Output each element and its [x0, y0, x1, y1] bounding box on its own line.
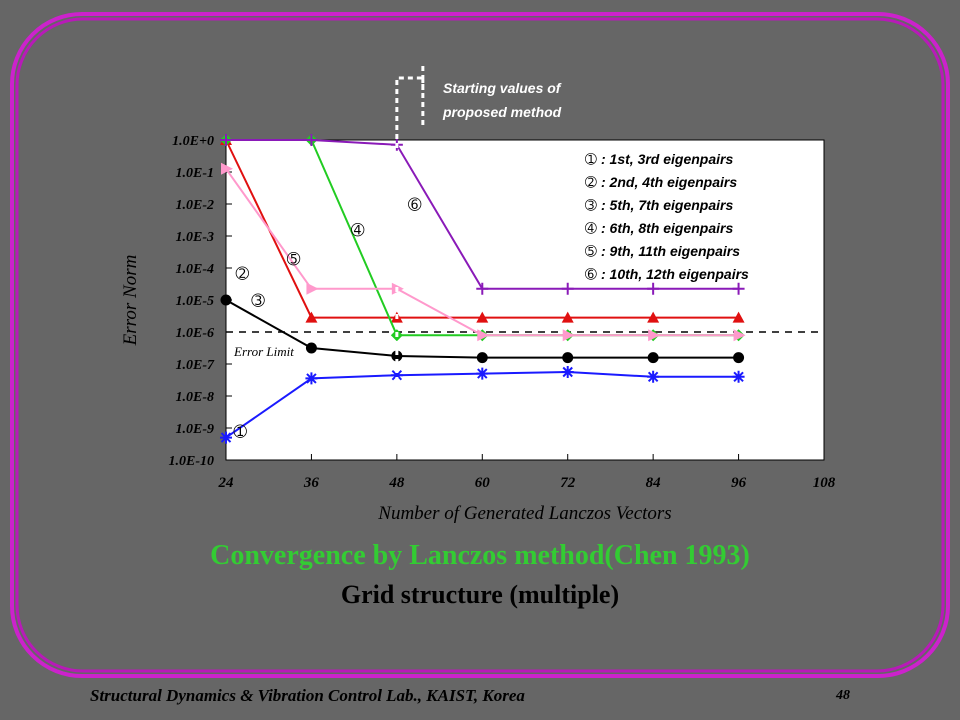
starting-values-annotation: Starting values of proposed method [395, 66, 562, 400]
data-point [561, 366, 574, 378]
data-point [648, 329, 661, 342]
legend-entry: : 1st, 3rd eigenpairs [601, 151, 733, 167]
data-point [220, 431, 232, 444]
y-axis: 1.0E+0 1.0E-1 1.0E-2 1.0E-3 1.0E-4 1.0E-5 1.0E… [169, 134, 232, 469]
data-point [562, 352, 574, 364]
legend-entry: : 10th, 12th eigenpairs [601, 266, 749, 282]
legend-marker: ➅ [585, 267, 597, 283]
series-label: ➄ [287, 249, 301, 268]
x-axis: 24 36 48 60 72 84 96 108 [218, 454, 836, 491]
series-6 [220, 134, 745, 295]
data-point [733, 352, 745, 364]
legend-marker: ➄ [585, 244, 597, 260]
data-point [476, 311, 489, 323]
y-axis-label: Error Norm [120, 255, 141, 347]
y-tick-label: 1.0E-7 [176, 358, 216, 373]
series-1 [220, 366, 745, 444]
data-point [647, 370, 660, 383]
data-point [477, 329, 490, 342]
x-tick-label: 36 [303, 475, 320, 491]
starting-values-line-2: proposed method [442, 104, 562, 120]
data-point [647, 352, 659, 364]
series-labels: ➀ ➁➂ ➃ ➄ ➅ [234, 195, 422, 441]
legend-entry: : 5th, 7th eigenpairs [601, 197, 733, 213]
slide-subtitle: Grid structure (multiple) [340, 580, 620, 609]
x-tick-label: 108 [813, 475, 836, 491]
data-point [476, 352, 488, 364]
frame-inner [15, 17, 945, 673]
data-point [305, 342, 317, 354]
data-point [647, 311, 660, 323]
plot-area [225, 139, 825, 461]
y-tick-label: 1.0E-9 [176, 422, 215, 437]
y-tick-label: 1.0E-1 [176, 166, 215, 181]
data-point [305, 372, 318, 385]
data-point [306, 282, 319, 295]
data-point [732, 282, 745, 295]
x-axis-label: Number of Generated Lanczos Vectors [377, 503, 671, 524]
x-tick-label: 72 [560, 475, 576, 491]
series-label: ➀ [234, 422, 248, 441]
y-tick-label: 1.0E+0 [172, 134, 214, 149]
data-point [391, 350, 403, 362]
data-point [561, 282, 574, 295]
y-tick-label: 1.0E-4 [176, 262, 215, 277]
legend-entry: : 9th, 11th eigenpairs [601, 243, 740, 259]
x-tick-label: 60 [475, 475, 491, 491]
legend-marker: ➁ [585, 175, 597, 191]
data-point [733, 329, 746, 342]
x-tick-label: 96 [731, 475, 747, 491]
data-point [390, 369, 403, 382]
series-3 [220, 294, 745, 364]
slide-title: Convergence by Lanczos method(Chen 1993) [210, 540, 750, 571]
y-tick-label: 1.0E-6 [176, 326, 215, 341]
starting-values-line-1: Starting values of [443, 80, 562, 96]
legend-entry: : 6th, 8th eigenpairs [601, 220, 733, 236]
error-limit-label: Error Limit [233, 344, 294, 359]
data-point [220, 134, 232, 146]
data-point [476, 282, 489, 295]
y-tick-label: 1.0E-2 [176, 198, 215, 213]
data-point [305, 134, 318, 146]
data-point [732, 370, 745, 383]
legend-marker: ➃ [585, 221, 597, 237]
series-group [220, 134, 746, 444]
frame-outer [10, 12, 950, 678]
footer-text: Structural Dynamics & Vibration Control … [90, 686, 525, 705]
y-tick-label: 1.0E-8 [176, 390, 215, 405]
data-point [221, 162, 233, 175]
series-label: ➃ [351, 221, 365, 240]
data-point [562, 329, 575, 342]
x-tick-label: 24 [218, 475, 235, 491]
data-point [220, 294, 232, 306]
y-tick-label: 1.0E-5 [176, 294, 215, 309]
series-5 [221, 162, 746, 342]
data-point [305, 311, 318, 323]
data-point [561, 311, 574, 323]
data-point [647, 282, 660, 295]
x-tick-label: 48 [388, 475, 405, 491]
legend-marker: ➀ [585, 152, 597, 168]
legend-entry: : 2nd, 4th eigenpairs [601, 174, 737, 190]
legend-marker: ➂ [585, 198, 597, 214]
starting-values-bracket [395, 66, 425, 400]
page-number: 48 [836, 688, 850, 703]
data-point [732, 311, 745, 323]
y-tick-label: 1.0E-3 [176, 230, 215, 245]
series-label: ➂ [251, 291, 265, 310]
y-tick-label: 1.0E-10 [169, 454, 215, 469]
x-tick-label: 84 [646, 475, 662, 491]
data-point [476, 367, 489, 380]
series-label: ➅ [408, 195, 422, 214]
series-label: ➁ [236, 264, 250, 283]
